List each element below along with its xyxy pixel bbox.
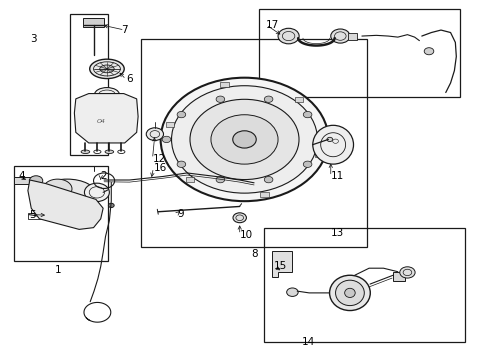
Text: 11: 11 <box>330 171 343 181</box>
Ellipse shape <box>86 19 101 25</box>
Circle shape <box>177 111 185 118</box>
Circle shape <box>318 136 326 143</box>
Ellipse shape <box>100 65 114 73</box>
Text: 7: 7 <box>121 25 128 35</box>
Circle shape <box>216 96 224 102</box>
Text: 10: 10 <box>239 230 252 240</box>
Circle shape <box>272 263 277 266</box>
Ellipse shape <box>43 179 72 198</box>
Circle shape <box>232 131 256 148</box>
Circle shape <box>177 161 185 167</box>
Text: 13: 13 <box>330 228 343 238</box>
Text: 4: 4 <box>18 171 25 181</box>
Circle shape <box>326 137 332 141</box>
Text: 16: 16 <box>153 163 166 173</box>
Ellipse shape <box>39 179 96 209</box>
Ellipse shape <box>81 150 89 153</box>
Circle shape <box>278 28 299 44</box>
Circle shape <box>162 136 170 143</box>
Bar <box>165 122 174 127</box>
Bar <box>220 82 228 87</box>
Circle shape <box>160 78 327 201</box>
Bar <box>69 14 108 155</box>
Text: 14: 14 <box>302 337 315 347</box>
Ellipse shape <box>94 87 119 102</box>
Bar <box>263 228 464 342</box>
Bar <box>260 192 268 197</box>
Bar <box>28 213 48 219</box>
Text: 17: 17 <box>265 20 279 30</box>
Text: 8: 8 <box>251 249 258 259</box>
Bar <box>15 177 31 184</box>
Text: O4: O4 <box>96 119 105 124</box>
Text: 15: 15 <box>274 261 287 271</box>
Bar <box>185 177 194 182</box>
Ellipse shape <box>329 275 369 311</box>
Bar <box>347 33 356 40</box>
Circle shape <box>264 176 272 183</box>
Circle shape <box>84 183 109 202</box>
Bar <box>83 18 104 27</box>
Circle shape <box>146 128 163 140</box>
Ellipse shape <box>335 280 364 306</box>
Circle shape <box>29 176 42 186</box>
Bar <box>314 152 323 157</box>
Circle shape <box>190 99 298 180</box>
Circle shape <box>399 267 414 278</box>
Text: 5: 5 <box>29 210 36 220</box>
Text: 9: 9 <box>177 208 183 219</box>
Ellipse shape <box>312 125 353 164</box>
Circle shape <box>171 86 317 193</box>
Text: 1: 1 <box>55 265 61 275</box>
Circle shape <box>330 29 349 43</box>
Ellipse shape <box>89 59 124 78</box>
Bar <box>15 166 108 261</box>
Circle shape <box>303 111 311 118</box>
Text: 3: 3 <box>30 34 37 44</box>
Circle shape <box>272 272 277 275</box>
Circle shape <box>210 115 278 164</box>
Text: 12: 12 <box>152 154 165 164</box>
Bar <box>258 9 459 97</box>
Text: 6: 6 <box>126 75 132 85</box>
Circle shape <box>232 213 246 223</box>
Circle shape <box>272 254 277 258</box>
Circle shape <box>286 288 298 296</box>
Bar <box>392 272 404 280</box>
Circle shape <box>264 96 272 102</box>
Polygon shape <box>28 180 103 229</box>
Polygon shape <box>272 251 292 277</box>
Circle shape <box>216 176 224 183</box>
Circle shape <box>108 203 114 207</box>
Ellipse shape <box>105 150 113 153</box>
Circle shape <box>424 48 433 55</box>
Bar <box>294 97 303 102</box>
Bar <box>141 39 366 247</box>
Circle shape <box>303 161 311 167</box>
Text: 2: 2 <box>101 171 107 181</box>
Polygon shape <box>74 94 138 143</box>
Ellipse shape <box>344 288 354 297</box>
